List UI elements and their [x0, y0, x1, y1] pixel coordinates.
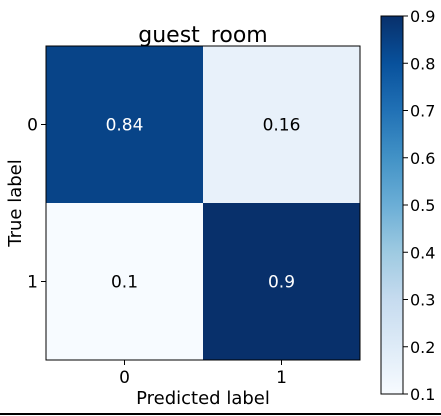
colorbar-tick-label-6: 0.7 [410, 102, 435, 121]
heatmap-value-labels: 0.84 0.16 0.1 0.9 [106, 116, 301, 293]
colorbar-tick-label-1: 0.2 [410, 338, 435, 357]
plot-frame [45, 45, 361, 361]
y-tick-label-0: 0 [27, 116, 38, 136]
colorbar-tick-label-4: 0.5 [410, 196, 435, 215]
x-tick-label-1: 1 [276, 368, 287, 388]
colorbar-tick-label-8: 0.9 [410, 7, 435, 26]
cell-value-label-0-0: 0.84 [106, 116, 144, 136]
chart-title: guest_room [138, 23, 267, 48]
colorbar-tick-label-3: 0.4 [410, 243, 435, 262]
colorbar-tick-label-0: 0.1 [410, 385, 435, 404]
cell-value-label-1-1: 0.9 [268, 273, 295, 293]
colorbar-tick-label-7: 0.8 [410, 54, 435, 73]
y-tick-label-1: 1 [27, 273, 38, 293]
heatmap-cell-0-0 [46, 46, 203, 203]
colorbar [380, 15, 404, 395]
colorbar-tick-label-5: 0.6 [410, 149, 435, 168]
cell-value-label-1-0: 0.1 [111, 273, 138, 293]
colorbar-tick-label-2: 0.3 [410, 291, 435, 310]
heatmap-cell-1-0 [46, 203, 203, 360]
y-axis-ticks: 01 [27, 116, 46, 293]
heatmap-cell-1-1 [203, 203, 360, 360]
x-tick-label-0: 0 [119, 368, 130, 388]
cell-value-label-0-1: 0.16 [263, 116, 301, 136]
x-axis-label: Predicted label [136, 388, 270, 409]
colorbar-ticks: 0.1 0.2 0.3 0.4 0.5 0.6 0.7 0.8 0.9 [403, 7, 435, 404]
y-axis-label: True label [5, 159, 26, 248]
heatmap-cell-0-1 [203, 46, 360, 203]
heatmap-cells [46, 46, 360, 360]
